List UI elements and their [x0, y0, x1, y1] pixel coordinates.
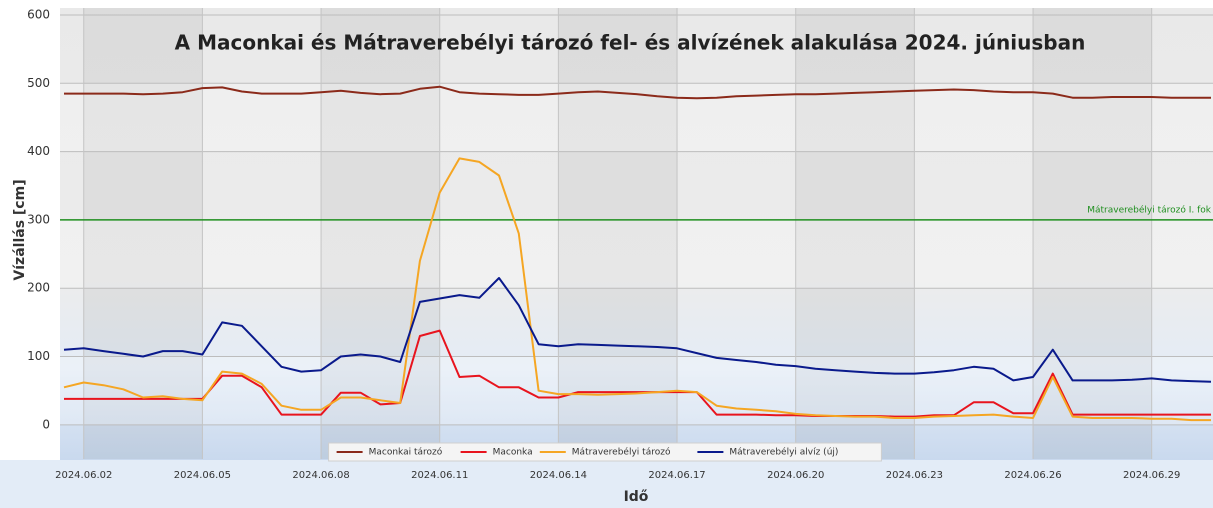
series-line [64, 85, 1211, 100]
series-line [63, 157, 1211, 422]
y-tick-label: 500 [27, 76, 50, 90]
y-tick-label: 300 [27, 212, 50, 226]
y-tick-label: 100 [27, 349, 50, 363]
series-line [64, 329, 1211, 418]
y-tick-label: 200 [27, 281, 50, 295]
x-tick-label: 2024.06.26 [1004, 470, 1061, 481]
x-axis-label: Idő [624, 489, 649, 505]
legend-label: Mátraverebélyi alvíz (új) [729, 447, 838, 458]
legend-label: Maconkai tározó [369, 447, 443, 458]
x-tick-label: 2024.06.20 [767, 470, 824, 481]
y-axis-label: Vízállás [cm] [12, 179, 28, 280]
chart-title: A Maconkai és Mátraverebélyi tározó fel-… [175, 31, 1086, 55]
legend-label: Mátraverebélyi tározó [572, 447, 671, 458]
x-tick-label: 2024.06.23 [886, 470, 943, 481]
x-tick-label: 2024.06.08 [292, 470, 349, 481]
y-tick-label: 0 [42, 417, 50, 431]
x-tick-label: 2024.06.17 [648, 470, 705, 481]
x-tick-label: 2024.06.11 [411, 470, 468, 481]
shade-band [60, 219, 1213, 289]
x-tick-label: 2024.06.29 [1123, 470, 1180, 481]
legend-box [328, 442, 882, 462]
x-tick-label: 2024.06.05 [174, 470, 231, 481]
x-tick-label: 2024.06.14 [530, 470, 587, 481]
y-tick-label: 600 [27, 8, 50, 22]
x-tick-label: 2024.06.02 [55, 470, 112, 481]
reference-label: Mátraverebélyi tározó I. fok [1087, 204, 1212, 215]
legend-label: Maconka [493, 448, 533, 458]
axis-band [0, 460, 1213, 508]
y-tick-label: 400 [27, 144, 50, 158]
series-line [63, 277, 1212, 383]
